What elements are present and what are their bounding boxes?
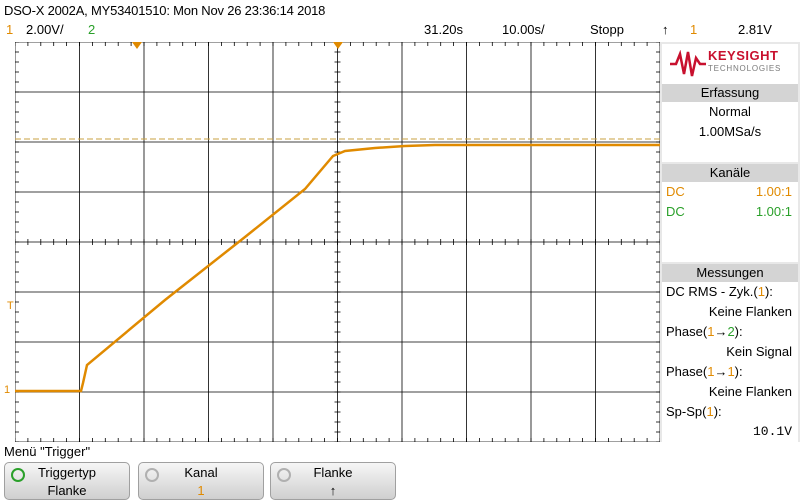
softkey-2-label: Kanal <box>184 465 218 480</box>
measurements-heading[interactable]: Messungen <box>662 264 798 282</box>
softkey-1-value: Flanke <box>47 483 87 498</box>
logo-brand: KEYSIGHT <box>708 48 779 63</box>
time-offset[interactable]: 31.20s <box>424 22 464 37</box>
softkey-2-value: 1 <box>197 483 205 498</box>
channel-1-probe: 1.00:1 <box>755 184 792 199</box>
select-knob-icon <box>145 468 159 482</box>
channel-2-coupling: DC <box>666 204 685 219</box>
channel-1-coupling: DC <box>666 184 685 199</box>
select-knob-icon <box>277 468 291 482</box>
channel-2-probe: 1.00:1 <box>755 204 792 219</box>
select-knob-icon <box>11 468 25 482</box>
measurement-2-value: Kein Signal <box>726 344 792 359</box>
measurement-3-label: Phase(1→1): <box>666 364 743 379</box>
run-state[interactable]: Stopp <box>590 22 624 37</box>
measurement-3-value: Keine Flanken <box>708 384 792 399</box>
measurement-1-label: DC RMS - Zyk.(1): <box>666 284 773 299</box>
measurement-2-value-row: Kein Signal <box>666 342 792 362</box>
channels-heading[interactable]: Kanäle <box>662 164 798 182</box>
measurement-4-label: Sp-Sp(1): <box>666 404 722 419</box>
window-title: DSO-X 2002A, MY53401510: Mon Nov 26 23:3… <box>4 3 326 18</box>
acquisition-body: Normal 1.00MSa/s <box>662 102 798 162</box>
channel-1-row: DC 1.00:1 <box>666 182 792 202</box>
scope-display[interactable] <box>15 42 660 442</box>
ch2-number[interactable]: 2 <box>88 22 96 37</box>
time-scale[interactable]: 10.00s/ <box>502 22 545 37</box>
channel-2-row: DC 1.00:1 <box>666 202 792 222</box>
measurement-1-value: Keine Flanken <box>708 304 792 319</box>
ch1-vertical-scale[interactable]: 2.00V/ <box>26 22 64 37</box>
softkey-3-label: Flanke <box>313 465 353 480</box>
time-reference-marker <box>333 42 343 49</box>
rising-edge-icon: ↑ <box>329 483 337 498</box>
ch1-ground-marker[interactable]: 1 <box>4 384 11 396</box>
measurement-4-value-row: 10.1V <box>666 422 792 442</box>
measurement-3-value-row: Keine Flanken <box>666 382 792 402</box>
measurement-1-value-row: Keine Flanken <box>666 302 792 322</box>
keysight-logo <box>662 44 798 84</box>
channels-body: DC 1.00:1 DC 1.00:1 <box>662 182 798 262</box>
rising-edge-icon: ↑ <box>662 22 669 37</box>
ch1-waveform <box>15 143 660 393</box>
measurement-2-label: Phase(1→2): <box>666 324 743 339</box>
keysight-wave-icon <box>670 50 706 77</box>
graticule <box>15 42 660 442</box>
logo-sub: TECHNOLOGIES <box>708 64 782 73</box>
ch1-number[interactable]: 1 <box>6 22 14 37</box>
acquisition-heading[interactable]: Erfassung <box>662 84 798 102</box>
softkey-channel[interactable]: Kanal 1 <box>138 462 264 500</box>
measurements-body: DC RMS - Zyk.(1): Keine Flanken Phase(1→… <box>662 282 798 442</box>
trigger-source[interactable]: 1 <box>690 22 698 37</box>
status-bar: 1 2.00V/ 2 31.20s 10.00s/ Stopp ↑ 1 2.81… <box>0 22 800 40</box>
trigger-level[interactable]: 2.81V <box>738 22 772 37</box>
menu-label: Menü "Trigger" <box>4 444 91 459</box>
softkey-1-label: Triggertyp <box>37 465 97 480</box>
trigger-level-marker[interactable]: T <box>7 300 14 312</box>
trigger-position-marker <box>132 42 142 49</box>
softkey-trigger-type[interactable]: Triggertyp Flanke <box>4 462 130 500</box>
acquisition-mode: Normal <box>709 104 751 119</box>
measurement-4-value: 10.1V <box>752 424 792 439</box>
softkey-slope[interactable]: Flanke ↑ <box>270 462 396 500</box>
acquisition-rate: 1.00MSa/s <box>698 124 762 139</box>
